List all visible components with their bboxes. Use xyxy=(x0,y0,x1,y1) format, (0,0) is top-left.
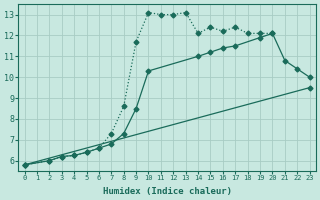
X-axis label: Humidex (Indice chaleur): Humidex (Indice chaleur) xyxy=(103,187,232,196)
